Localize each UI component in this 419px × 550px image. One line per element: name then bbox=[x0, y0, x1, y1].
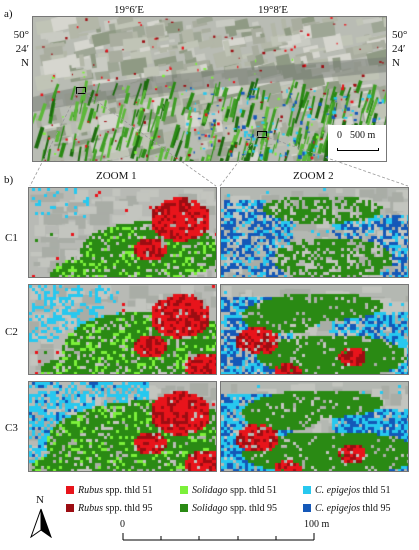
zoom2-header: ZOOM 2 bbox=[293, 170, 334, 182]
legend-swatch bbox=[66, 486, 74, 494]
zoom2-locator-box bbox=[257, 131, 267, 138]
row-label-c3: C3 bbox=[5, 422, 18, 434]
legend-text: thld 95 bbox=[360, 503, 391, 514]
zoom1-c1-canvas bbox=[29, 188, 216, 277]
legend-text: thld 51 bbox=[360, 485, 391, 496]
row-label-c2: C2 bbox=[5, 326, 18, 338]
overview-scale-value: 500 m bbox=[350, 130, 376, 141]
lat-right-hem: N bbox=[392, 57, 400, 69]
latitude-label-right: 50° 24′ N bbox=[392, 28, 407, 70]
overview-map: 0 500 m bbox=[32, 16, 387, 162]
zoom1-c3-canvas bbox=[29, 382, 216, 471]
lat-left-hem: N bbox=[21, 57, 29, 69]
legend-text: spp. thld 51 bbox=[103, 485, 153, 496]
longitude-label-1: 19°6′E bbox=[114, 4, 145, 16]
legend-italic: Solidago bbox=[192, 503, 228, 514]
zoom2-c2-map bbox=[220, 284, 409, 375]
legend-swatch bbox=[303, 486, 311, 494]
zoom-connector-lines bbox=[29, 91, 409, 187]
zoom1-header: ZOOM 1 bbox=[96, 170, 137, 182]
legend-text: spp. thld 95 bbox=[103, 503, 153, 514]
legend-item-rubus-51: Rubus spp. thld 51 bbox=[66, 485, 152, 497]
overview-scale-box bbox=[328, 125, 386, 161]
panel-a-label: a) bbox=[4, 8, 13, 20]
zoom2-c1-map bbox=[220, 187, 409, 278]
bottom-scale-value: 100 m bbox=[304, 519, 330, 530]
zoom1-locator-box bbox=[76, 87, 86, 94]
panel-b-label: b) bbox=[4, 174, 14, 186]
zoom1-c1-map bbox=[28, 187, 217, 278]
lat-left-deg: 50° bbox=[13, 29, 29, 41]
lat-right-min: 24′ bbox=[392, 43, 406, 55]
zoom2-c3-map bbox=[220, 381, 409, 472]
zoom2-c2-canvas bbox=[221, 285, 408, 374]
legend-item-solidago-51: Solidago spp. thld 51 bbox=[180, 485, 277, 497]
north-label: N bbox=[36, 494, 44, 506]
lat-left-min: 24′ bbox=[15, 43, 29, 55]
zoom1-c2-canvas bbox=[29, 285, 216, 374]
zoom1-c2-map bbox=[28, 284, 217, 375]
lat-right-deg: 50° bbox=[392, 29, 408, 41]
legend-italic: Rubus bbox=[78, 485, 103, 496]
legend-item-cepigejos-95: C. epigejos thld 95 bbox=[303, 503, 391, 515]
overview-scale-zero: 0 bbox=[337, 130, 342, 141]
bottom-scale-bar bbox=[122, 533, 315, 541]
legend-text: spp. thld 51 bbox=[227, 485, 278, 496]
zoom2-c3-canvas bbox=[221, 382, 408, 471]
legend-item-rubus-95: Rubus spp. thld 95 bbox=[66, 503, 152, 515]
legend-swatch bbox=[303, 504, 311, 512]
row-label-c1: C1 bbox=[5, 232, 18, 244]
zoom2-c1-canvas bbox=[221, 188, 408, 277]
bottom-scale-zero: 0 bbox=[120, 519, 125, 530]
legend-swatch bbox=[66, 504, 74, 512]
legend-italic: Rubus bbox=[78, 503, 103, 514]
legend-italic: C. epigejos bbox=[315, 485, 360, 496]
overview-scale-bar bbox=[337, 148, 379, 151]
zoom1-c3-map bbox=[28, 381, 217, 472]
legend-text: spp. thld 95 bbox=[227, 503, 278, 514]
legend-italic: Solidago bbox=[192, 485, 228, 496]
longitude-label-2: 19°8′E bbox=[258, 4, 289, 16]
legend-swatch bbox=[180, 504, 188, 512]
overview-map-canvas bbox=[33, 17, 386, 161]
legend-swatch bbox=[180, 486, 188, 494]
north-arrow-icon bbox=[30, 508, 52, 538]
legend-italic: C. epigejos bbox=[315, 503, 360, 514]
latitude-label-left: 50° 24′ N bbox=[3, 28, 29, 70]
legend-item-cepigejos-51: C. epigejos thld 51 bbox=[303, 485, 391, 497]
legend-item-solidago-95: Solidago spp. thld 95 bbox=[180, 503, 277, 515]
